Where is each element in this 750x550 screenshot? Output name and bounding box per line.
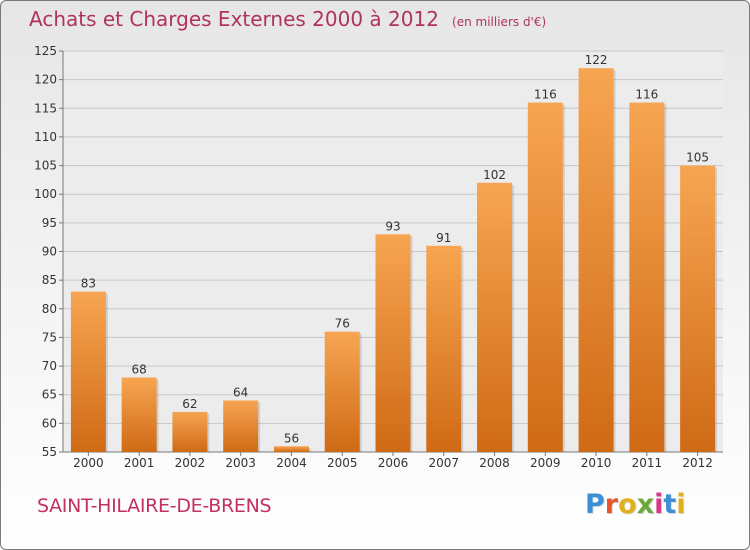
bar (578, 68, 614, 452)
data-label: 62 (182, 397, 197, 411)
data-label: 93 (385, 219, 400, 233)
y-tick-label: 100 (34, 187, 57, 201)
y-tick-label: 95 (42, 216, 57, 230)
bar (527, 102, 563, 453)
y-tick-label: 60 (42, 416, 57, 430)
y-tick-label: 90 (42, 245, 57, 259)
y-tick-label: 80 (42, 302, 57, 316)
x-tick-label: 2008 (479, 456, 510, 470)
data-label: 122 (585, 53, 608, 67)
data-label: 102 (483, 168, 506, 182)
data-label: 91 (436, 231, 451, 245)
logo-letter: P (585, 489, 605, 520)
data-label: 56 (284, 431, 299, 445)
proxiti-logo[interactable]: Proxiti (585, 489, 686, 520)
y-tick-label: 115 (34, 101, 57, 115)
x-tick-label: 2000 (73, 456, 104, 470)
bar (273, 446, 309, 452)
y-tick-label: 85 (42, 273, 57, 287)
x-tick-label: 2001 (124, 456, 155, 470)
x-tick-label: 2002 (175, 456, 206, 470)
data-label: 105 (686, 151, 709, 165)
x-tick-label: 2003 (225, 456, 256, 470)
y-tick-label: 65 (42, 388, 57, 402)
logo-letter: o (618, 489, 637, 520)
x-tick-label: 2004 (276, 456, 307, 470)
data-label: 64 (233, 385, 248, 399)
data-label: 68 (132, 363, 147, 377)
logo-letter: x (636, 489, 655, 520)
y-tick-label: 70 (42, 359, 57, 373)
chart-subtitle: (en milliers d'€) (452, 15, 547, 29)
data-label: 83 (81, 277, 96, 291)
x-tick-label: 2010 (581, 456, 612, 470)
x-tick-label: 2005 (327, 456, 358, 470)
logo-letter: r (604, 489, 619, 520)
x-tick-label: 2011 (632, 456, 663, 470)
bar (477, 182, 513, 452)
x-tick-label: 2007 (428, 456, 459, 470)
y-tick-label: 120 (34, 73, 57, 87)
bar (375, 234, 411, 452)
y-tick-label: 55 (42, 445, 57, 459)
bar (172, 411, 208, 452)
data-label: 116 (635, 88, 658, 102)
commune-name: SAINT-HILAIRE-DE-BRENS (37, 495, 272, 517)
data-label: 116 (534, 88, 557, 102)
y-tick-label: 105 (34, 159, 57, 173)
chart-title: Achats et Charges Externes 2000 à 2012 (29, 7, 439, 31)
logo-letter: i (676, 489, 686, 520)
bar (426, 245, 462, 452)
bar (629, 102, 665, 453)
bar (70, 291, 106, 452)
y-tick-label: 75 (42, 330, 57, 344)
bar (223, 400, 259, 452)
x-tick-label: 2009 (530, 456, 561, 470)
bar (324, 331, 360, 452)
x-tick-label: 2006 (378, 456, 409, 470)
y-tick-label: 110 (34, 130, 57, 144)
bar (121, 377, 157, 452)
logo-letter: t (663, 489, 677, 520)
chart-header: Achats et Charges Externes 2000 à 2012 (… (29, 7, 546, 31)
x-tick-label: 2012 (682, 456, 713, 470)
bar (680, 165, 716, 453)
data-label: 76 (335, 317, 350, 331)
y-tick-label: 125 (34, 44, 57, 58)
logo-letter: i (654, 489, 664, 520)
